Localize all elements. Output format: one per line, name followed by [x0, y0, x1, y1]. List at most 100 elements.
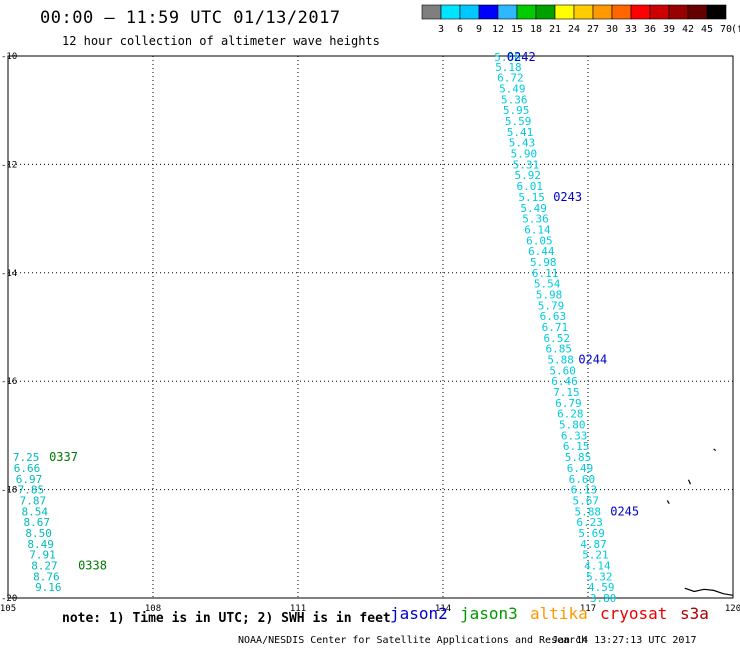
- mission-label-altika: altika: [530, 604, 588, 623]
- swh-value-label: 5.85: [565, 451, 592, 464]
- pass-time-label: 0245: [610, 504, 639, 518]
- generation-timestamp: Jan 14 13:27:13 UTC 2017: [552, 635, 697, 646]
- pass-time-label: 0338: [78, 558, 107, 572]
- chart-title: 00:00 – 11:59 UTC 01/13/2017: [40, 8, 341, 28]
- swh-value-label: 6.28: [557, 408, 584, 421]
- swh-value-label: 6.46: [551, 375, 578, 388]
- x-tick-label: 114: [435, 604, 451, 614]
- swh-value-label: 6.23: [576, 516, 603, 529]
- x-tick-label: 111: [290, 604, 306, 614]
- y-tick-label: -10: [1, 52, 17, 62]
- swh-value-label: 4.59: [588, 581, 615, 594]
- x-tick-label: 105: [0, 604, 16, 614]
- swh-value-label: 6.63: [540, 310, 567, 323]
- swh-value-label: 5.36: [522, 213, 549, 226]
- swh-value-label: 5.49: [499, 83, 525, 96]
- swh-value-label: 6.15: [563, 440, 590, 453]
- color-scale-label: 45: [701, 24, 713, 35]
- swh-value-label: 6.72: [497, 72, 523, 85]
- swh-value-label: 5.59: [505, 115, 532, 128]
- swh-value-label: 7.87: [20, 494, 46, 507]
- swh-value-label: 6.13: [571, 484, 598, 497]
- swh-value-label: 6.44: [528, 245, 555, 258]
- color-scale-label: 21: [549, 24, 561, 35]
- color-scale-label: 36: [644, 24, 656, 35]
- swh-value-label: 5.92: [515, 169, 542, 182]
- swh-value-label: 6.05: [526, 234, 553, 247]
- swh-value-label: 6.14: [524, 223, 551, 236]
- swh-value-label: 5.90: [511, 148, 537, 161]
- swh-value-label: 6.66: [14, 462, 41, 475]
- swh-value-label: 5.79: [538, 299, 565, 312]
- y-tick-label: -20: [1, 594, 17, 604]
- swh-value-label: 7.85: [18, 484, 44, 497]
- pass-time-label: 0243: [553, 190, 582, 204]
- y-tick-label: -16: [1, 377, 17, 387]
- mission-label-cryosat: cryosat: [600, 604, 668, 623]
- swh-value-label: 5.21: [582, 549, 609, 562]
- swh-value-label: 7.91: [29, 549, 56, 562]
- swh-value-label: 6.85: [545, 343, 572, 356]
- swh-value-label: 6.79: [555, 397, 582, 410]
- plot-frame: [7, 55, 734, 599]
- color-scale-label: 9: [476, 24, 482, 35]
- y-tick-label: -18: [1, 486, 17, 496]
- swh-value-label: 4.14: [584, 559, 611, 572]
- pass-time-label: 0337: [49, 450, 78, 464]
- coastline: [713, 448, 717, 452]
- color-scale-label: 3: [438, 24, 444, 35]
- swh-value-label: 5.95: [503, 104, 530, 117]
- swh-value-label: 7.15: [553, 386, 580, 399]
- color-scale-label: 33: [625, 24, 637, 35]
- color-scale-swatch: [706, 4, 727, 20]
- swh-value-label: 5.43: [509, 137, 536, 150]
- swh-value-label: 5.32: [586, 570, 613, 583]
- swh-value-label: 6.33: [561, 429, 588, 442]
- swh-value-label: 6.60: [569, 473, 596, 486]
- swh-value-label: 6.49: [567, 462, 594, 475]
- color-scale-label: 42: [682, 24, 694, 35]
- x-tick-label: 117: [580, 604, 596, 614]
- swh-value-label: 5.80: [559, 419, 586, 432]
- y-tick-label: -14: [1, 269, 17, 279]
- swh-value-label: 3.80: [590, 592, 617, 605]
- color-scale-label: (ft): [731, 24, 740, 35]
- swh-value-label: 6.52: [544, 332, 571, 345]
- swh-value-label: 6.01: [516, 180, 543, 193]
- swh-value-label: 5.54: [534, 278, 561, 291]
- swh-value-label: 6.11: [532, 267, 559, 280]
- swh-value-label: 5.60: [549, 364, 576, 377]
- pass-time-label: 0242: [507, 50, 536, 64]
- swh-value-label: 5.36: [501, 93, 528, 106]
- mission-label-s3a: s3a: [680, 604, 709, 623]
- swh-value-label: 5.41: [507, 126, 534, 139]
- mission-label-jason3: jason3: [460, 604, 518, 623]
- x-tick-label: 108: [145, 604, 161, 614]
- color-scale-label: 12: [492, 24, 504, 35]
- y-tick-label: -12: [1, 160, 17, 170]
- color-scale-label: 24: [568, 24, 580, 35]
- color-scale-label: 15: [511, 24, 523, 35]
- wave-height-map: 105 108 111 114 117 120 -20 -18 -16 -14 -12 -10 5.86…: [0, 50, 740, 614]
- color-scale-label: 6: [457, 24, 463, 35]
- swh-value-label: 8.54: [22, 505, 49, 518]
- swh-value-label: 5.98: [530, 256, 557, 269]
- color-scale-label: 70: [720, 24, 732, 35]
- color-scale-label: 30: [606, 24, 618, 35]
- swh-value-label: 5.18: [495, 61, 522, 74]
- swh-value-label: 5.31: [513, 158, 540, 171]
- mission-label-jason2: jason2: [390, 604, 448, 623]
- swh-value-label: 5.69: [578, 527, 605, 540]
- color-scale-label: 18: [530, 24, 542, 35]
- chart-subtitle: 12 hour collection of altimeter wave hei…: [62, 34, 380, 48]
- coastline: [684, 587, 734, 596]
- swh-value-label: 5.88: [574, 505, 601, 518]
- swh-value-label: 8.67: [23, 516, 50, 529]
- swh-value-label: 5.49: [520, 202, 547, 215]
- swh-value-label: 5.98: [536, 288, 563, 301]
- credit-text: NOAA/NESDIS Center for Satellite Applica…: [238, 635, 588, 646]
- pass-time-label: 0244: [578, 353, 607, 367]
- swh-value-label: 4.87: [580, 538, 607, 551]
- x-tick-label: 120: [725, 604, 740, 614]
